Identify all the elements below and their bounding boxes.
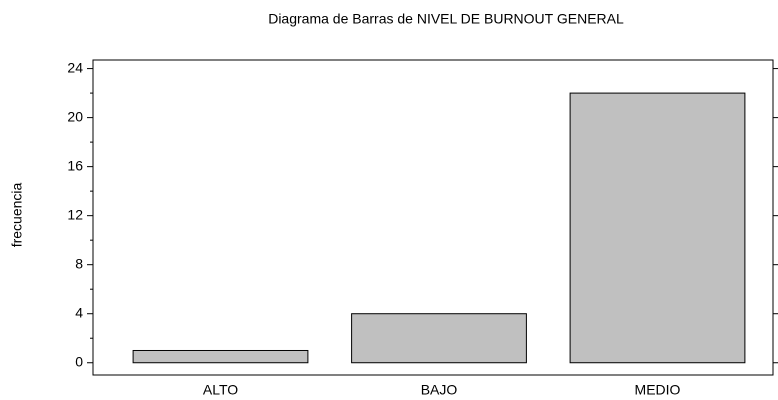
bar <box>569 92 746 364</box>
x-tick-label: MEDIO <box>635 382 681 398</box>
bar <box>351 313 527 364</box>
y-tick-label: 0 <box>75 353 83 369</box>
y-tick-label: 8 <box>75 255 83 271</box>
x-tick-label: BAJO <box>421 382 458 398</box>
y-tick-label: 12 <box>67 206 83 222</box>
bar <box>132 349 309 364</box>
y-axis-label: frecuencia <box>9 182 25 247</box>
x-tick-label: ALTO <box>203 382 238 398</box>
chart-title: Diagrama de Barras de NIVEL DE BURNOUT G… <box>268 11 624 27</box>
y-tick-label: 20 <box>67 108 83 124</box>
y-tick-label: 16 <box>67 157 83 173</box>
plot-frame <box>92 59 774 376</box>
y-tick-label: 4 <box>75 304 83 320</box>
y-tick-label: 24 <box>67 59 83 75</box>
